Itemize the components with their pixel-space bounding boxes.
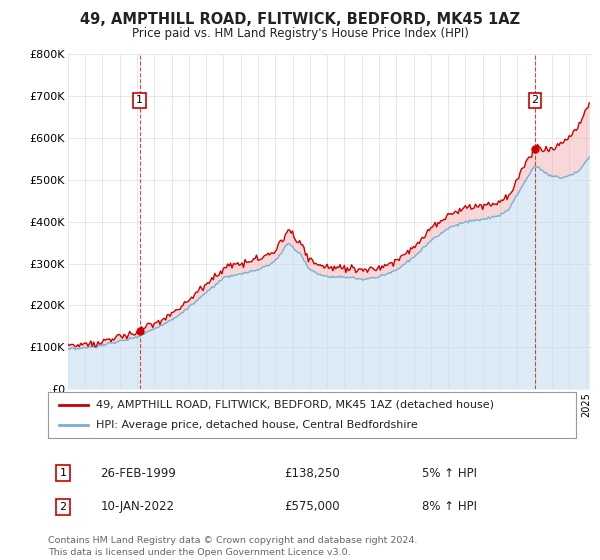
Text: 1: 1 [136,95,143,105]
Text: £138,250: £138,250 [284,466,340,480]
Text: 49, AMPTHILL ROAD, FLITWICK, BEDFORD, MK45 1AZ (detached house): 49, AMPTHILL ROAD, FLITWICK, BEDFORD, MK… [95,400,494,410]
Text: Price paid vs. HM Land Registry's House Price Index (HPI): Price paid vs. HM Land Registry's House … [131,27,469,40]
Text: 10-JAN-2022: 10-JAN-2022 [101,500,175,514]
Text: Contains HM Land Registry data © Crown copyright and database right 2024.
This d: Contains HM Land Registry data © Crown c… [48,536,418,557]
Text: £575,000: £575,000 [284,500,340,514]
Text: 1: 1 [59,468,67,478]
Text: 26-FEB-1999: 26-FEB-1999 [100,466,176,480]
Text: HPI: Average price, detached house, Central Bedfordshire: HPI: Average price, detached house, Cent… [95,420,417,430]
Text: 8% ↑ HPI: 8% ↑ HPI [422,500,478,514]
Text: 49, AMPTHILL ROAD, FLITWICK, BEDFORD, MK45 1AZ: 49, AMPTHILL ROAD, FLITWICK, BEDFORD, MK… [80,12,520,27]
Text: 5% ↑ HPI: 5% ↑ HPI [422,466,478,480]
Text: 2: 2 [532,95,539,105]
Text: 2: 2 [59,502,67,512]
